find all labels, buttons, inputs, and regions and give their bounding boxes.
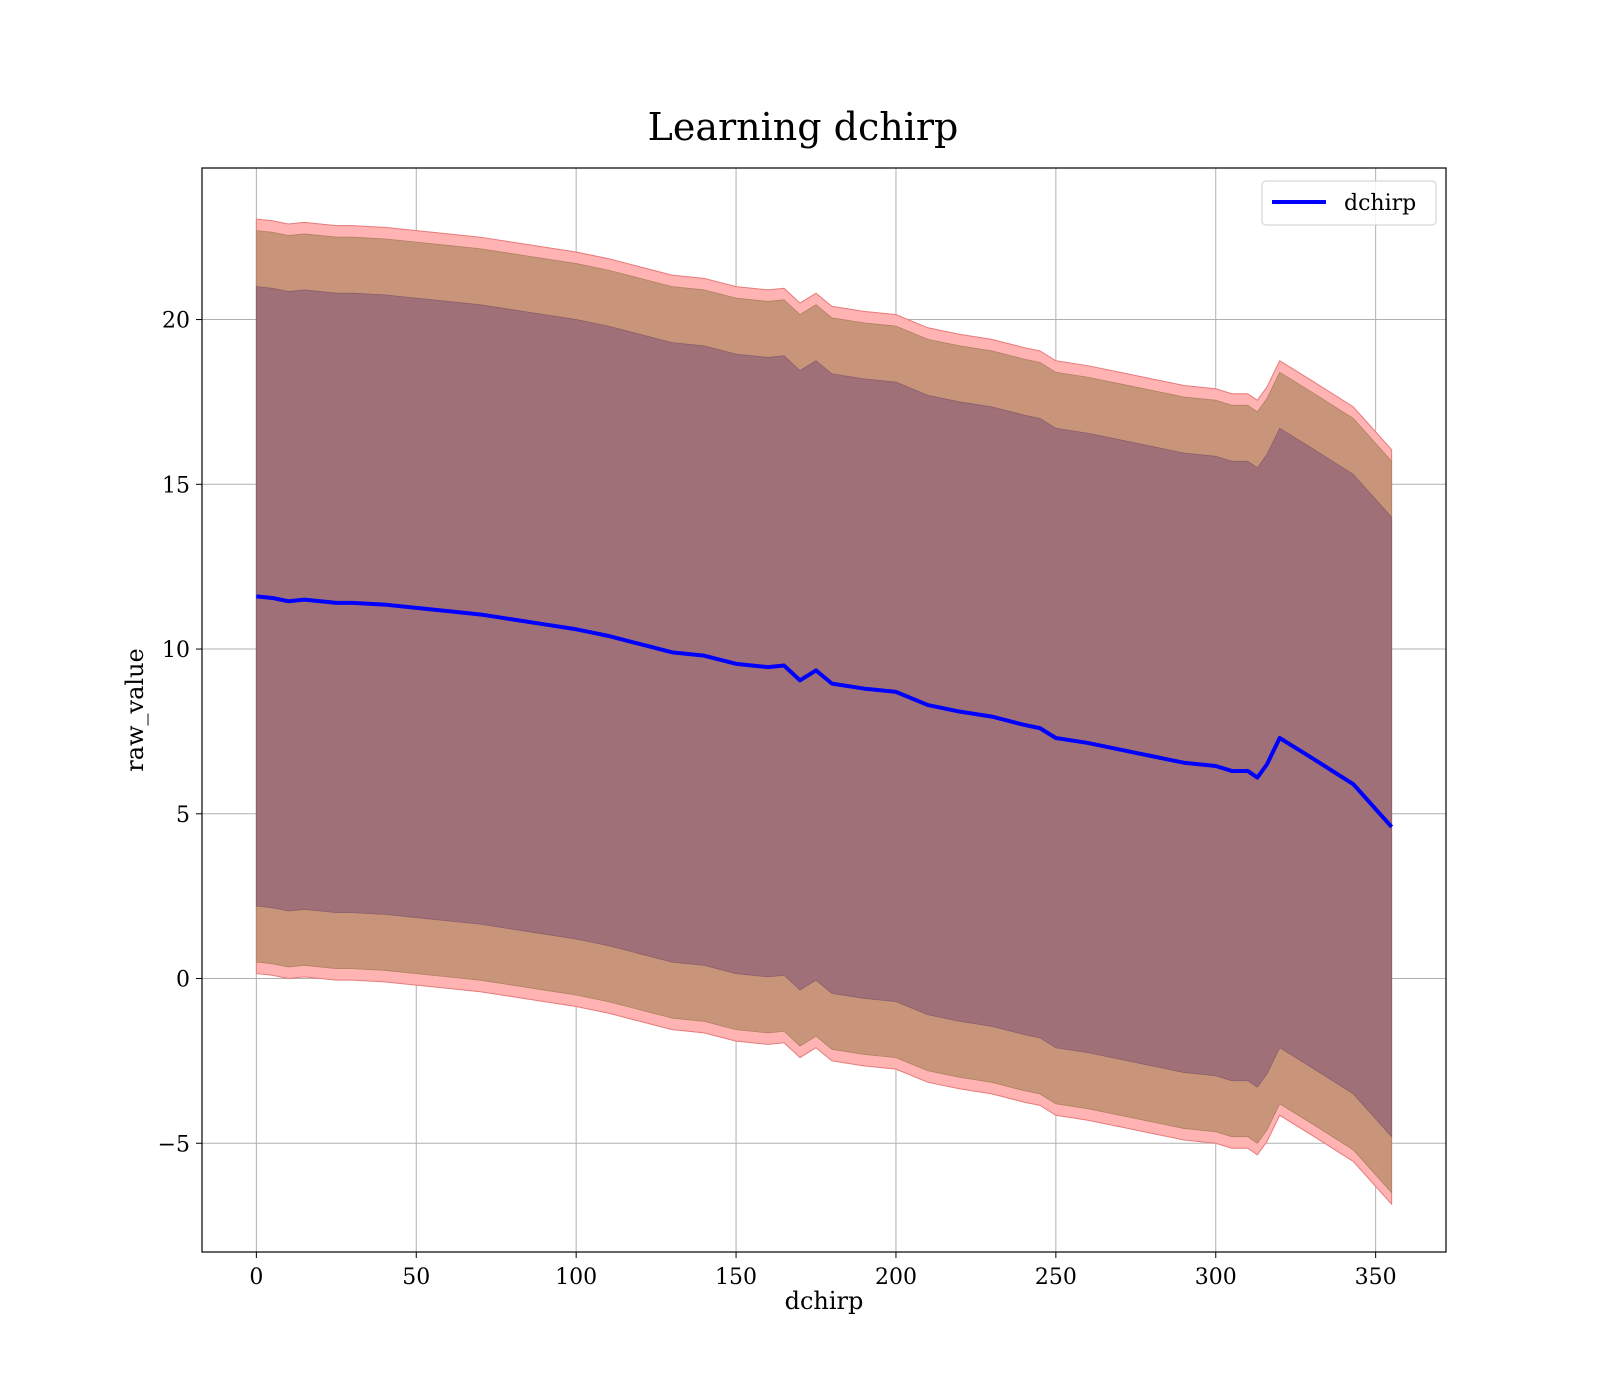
confidence-bands [255, 218, 1393, 1206]
x-tick-label-0: 0 [249, 1265, 263, 1290]
x-tick-label-5: 250 [1035, 1265, 1077, 1290]
chart-title: Learning dchirp [648, 105, 959, 149]
plot-frame [201, 167, 1447, 1253]
y-tick-label-1: 0 [176, 968, 190, 993]
y-axis-ticks: −5 0 5 10 15 20 [158, 309, 202, 1157]
y-tick-label-4: 15 [162, 473, 190, 498]
x-axis-label: dchirp [785, 1287, 864, 1315]
x-tick-label-1: 50 [402, 1265, 430, 1290]
x-tick-label-6: 300 [1195, 1265, 1237, 1290]
y-axis-label: raw_value [121, 648, 149, 772]
x-tick-label-3: 150 [715, 1265, 757, 1290]
y-tick-label-0: −5 [158, 1132, 190, 1157]
legend-label-dchirp: dchirp [1344, 191, 1416, 216]
band-inner [255, 286, 1393, 1138]
y-tick-label-2: 5 [176, 803, 190, 828]
y-tick-label-5: 20 [162, 309, 190, 334]
legend: dchirp [1261, 180, 1437, 226]
legend-box [1261, 180, 1437, 226]
x-tick-label-4: 200 [875, 1265, 917, 1290]
series-lines [256, 594, 1394, 829]
x-axis-ticks: 0 50 100 150 200 250 300 350 [249, 1252, 1397, 1290]
x-tick-label-2: 100 [555, 1265, 597, 1290]
y-tick-label-3: 10 [162, 638, 190, 663]
series-line-dchirp [256, 594, 1394, 829]
x-tick-label-7: 350 [1355, 1265, 1397, 1290]
